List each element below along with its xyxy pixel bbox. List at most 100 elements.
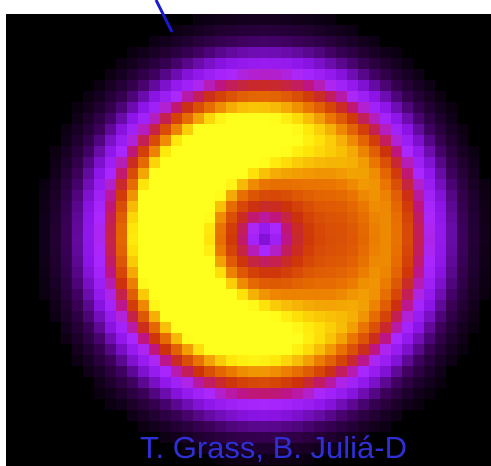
density-pixel <box>336 366 347 377</box>
density-pixel <box>182 234 193 245</box>
density-pixel <box>303 47 314 58</box>
density-pixel <box>127 289 138 300</box>
density-pixel <box>347 344 358 355</box>
density-pixel <box>160 344 171 355</box>
density-pixel <box>424 344 435 355</box>
density-pixel <box>424 80 435 91</box>
density-pixel <box>50 146 61 157</box>
density-pixel <box>380 355 391 366</box>
density-pixel <box>468 223 479 234</box>
density-pixel <box>358 58 369 69</box>
density-pixel <box>127 102 138 113</box>
density-pixel <box>358 245 369 256</box>
density-pixel <box>193 388 204 399</box>
density-pixel <box>182 157 193 168</box>
density-pixel <box>160 355 171 366</box>
density-pixel <box>193 201 204 212</box>
density-pixel <box>215 212 226 223</box>
density-pixel <box>303 124 314 135</box>
density-pixel <box>347 278 358 289</box>
density-pixel <box>336 278 347 289</box>
density-pixel <box>424 300 435 311</box>
density-pixel <box>94 267 105 278</box>
density-pixel <box>347 58 358 69</box>
density-pixel <box>325 256 336 267</box>
density-pixel <box>281 355 292 366</box>
density-pixel <box>237 36 248 47</box>
density-pixel <box>402 157 413 168</box>
density-pixel <box>215 377 226 388</box>
density-pixel <box>457 311 468 322</box>
density-pixel <box>380 256 391 267</box>
density-pixel <box>237 300 248 311</box>
density-pixel <box>270 223 281 234</box>
density-pixel <box>116 124 127 135</box>
density-pixel <box>292 135 303 146</box>
density-pixel <box>446 223 457 234</box>
density-pixel <box>380 344 391 355</box>
density-pixel <box>237 311 248 322</box>
density-pixel <box>446 179 457 190</box>
density-pixel <box>281 410 292 421</box>
density-pixel <box>116 157 127 168</box>
density-pixel <box>314 267 325 278</box>
density-pixel <box>270 377 281 388</box>
density-pixel <box>446 333 457 344</box>
density-pixel <box>226 102 237 113</box>
density-pixel <box>468 179 479 190</box>
density-pixel <box>105 190 116 201</box>
density-pixel <box>325 201 336 212</box>
density-pixel <box>237 234 248 245</box>
density-pixel <box>369 289 380 300</box>
density-pixel <box>105 245 116 256</box>
density-pixel <box>347 124 358 135</box>
density-pixel <box>182 102 193 113</box>
density-pixel <box>215 278 226 289</box>
density-pixel <box>303 201 314 212</box>
density-pixel <box>380 223 391 234</box>
density-pixel <box>270 245 281 256</box>
density-pixel <box>193 366 204 377</box>
density-pixel <box>325 80 336 91</box>
density-pixel <box>127 366 138 377</box>
density-pixel <box>479 223 490 234</box>
density-pixel <box>347 289 358 300</box>
density-pixel <box>347 168 358 179</box>
density-pixel <box>446 278 457 289</box>
density-pixel <box>380 69 391 80</box>
density-pixel <box>336 388 347 399</box>
density-pixel <box>215 146 226 157</box>
density-pixel <box>215 256 226 267</box>
density-pixel <box>94 146 105 157</box>
density-pixel <box>413 201 424 212</box>
density-pixel <box>424 355 435 366</box>
density-pixel <box>369 157 380 168</box>
density-pixel <box>138 135 149 146</box>
density-pixel <box>281 212 292 223</box>
density-pixel <box>39 245 50 256</box>
density-pixel <box>336 179 347 190</box>
density-pixel <box>281 113 292 124</box>
density-pixel <box>160 333 171 344</box>
density-pixel <box>369 146 380 157</box>
density-pixel <box>61 245 72 256</box>
density-pixel <box>391 157 402 168</box>
density-pixel <box>435 344 446 355</box>
density-pixel <box>259 190 270 201</box>
density-pixel <box>204 168 215 179</box>
density-pixel <box>391 91 402 102</box>
density-pixel <box>303 168 314 179</box>
density-pixel <box>226 14 237 25</box>
density-pixel <box>424 157 435 168</box>
density-pixel <box>39 267 50 278</box>
density-pixel <box>215 102 226 113</box>
density-pixel <box>468 300 479 311</box>
density-pixel <box>325 135 336 146</box>
density-pixel <box>50 300 61 311</box>
density-pixel <box>413 388 424 399</box>
density-pixel <box>94 157 105 168</box>
density-pixel <box>314 344 325 355</box>
density-pixel <box>83 300 94 311</box>
density-pixel <box>226 36 237 47</box>
density-pixel <box>413 333 424 344</box>
